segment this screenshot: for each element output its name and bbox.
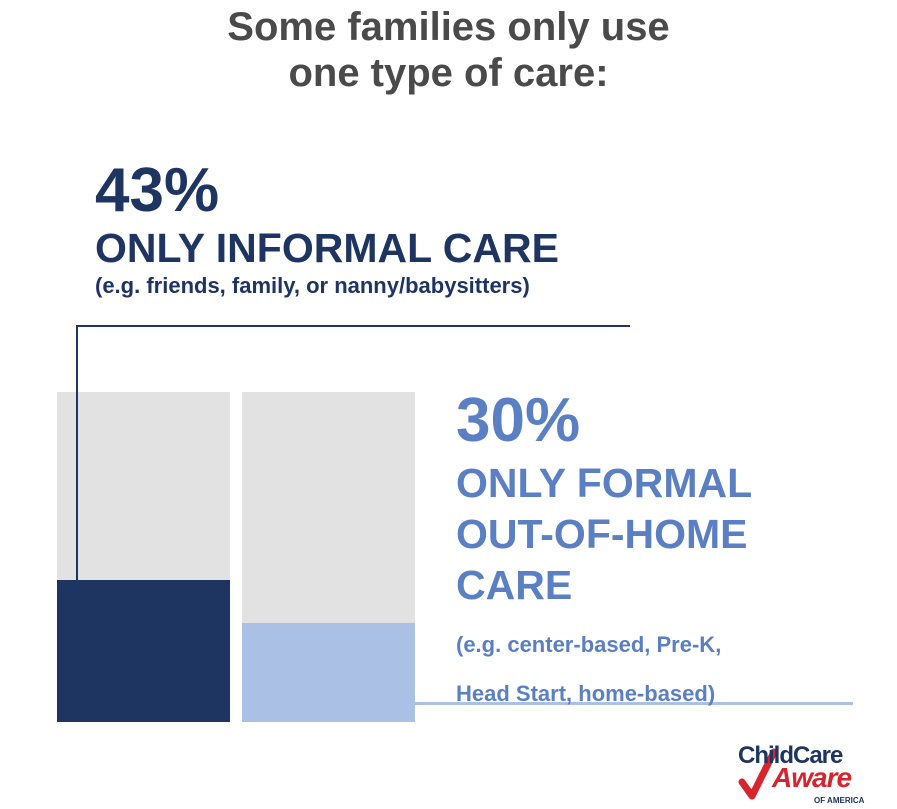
leader-line-informal-horizontal — [76, 325, 630, 327]
bar-informal-care — [57, 580, 230, 722]
stat-formal-value: 30% — [456, 386, 581, 455]
stat-formal-label-line-3: CARE — [456, 562, 573, 608]
stat-informal-label: ONLY INFORMAL CARE — [95, 225, 559, 271]
logo-line-3: OF AMERICA — [814, 796, 865, 805]
stat-informal-note: (e.g. friends, family, or nanny/babysitt… — [95, 273, 530, 298]
chart-title: Some families only use one type of care: — [0, 4, 897, 96]
leader-line-formal-horizontal — [415, 702, 853, 705]
check-mark-icon — [738, 748, 778, 800]
logo-line-2: Aware — [772, 762, 852, 793]
logo-line-1: ChildCare — [738, 742, 843, 769]
stat-formal: 30% ONLY FORMAL OUT-OF-HOME CARE (e.g. c… — [456, 388, 752, 709]
stat-formal-label-line-2: OUT-OF-HOME — [456, 511, 748, 557]
title-line-1: Some families only use — [227, 5, 670, 49]
stat-informal-value: 43% — [95, 156, 220, 225]
stat-formal-note-line-1: (e.g. center-based, Pre-K, — [456, 632, 722, 657]
leader-line-informal-vertical — [76, 325, 78, 582]
stat-informal: 43% ONLY INFORMAL CARE (e.g. friends, fa… — [95, 158, 559, 300]
bar-track-informal — [57, 392, 230, 722]
title-line-2: one type of care: — [288, 51, 609, 95]
bar-formal-care — [242, 623, 415, 722]
childcare-aware-logo: ChildCare Aware OF AMERICA — [738, 742, 878, 805]
bar-track-formal — [242, 392, 415, 722]
stat-formal-note-line-2: Head Start, home-based) — [456, 681, 716, 706]
stat-formal-label-line-1: ONLY FORMAL — [456, 460, 753, 506]
